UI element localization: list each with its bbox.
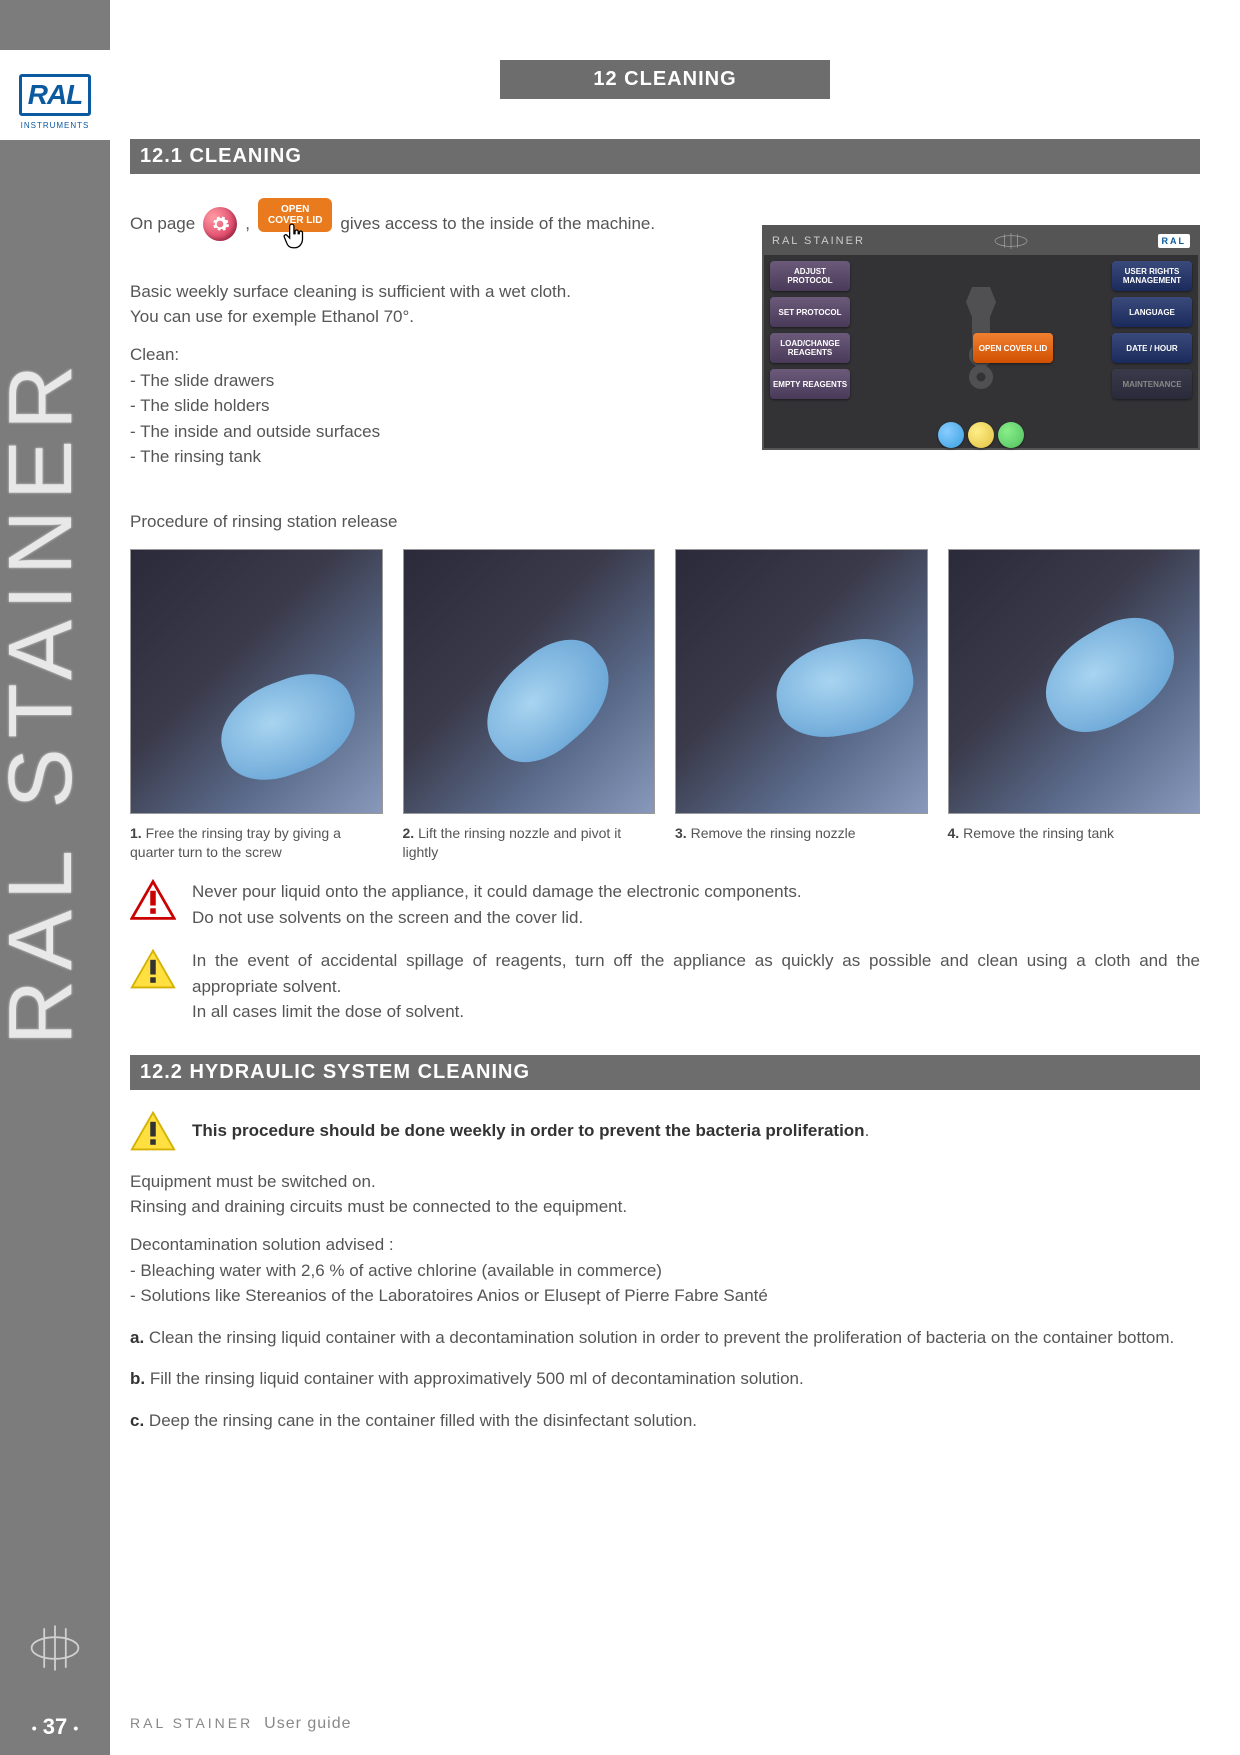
footer-text: RAL STAINER User guide: [130, 1715, 352, 1733]
brand-logo-subtitle: INSTRUMENTS: [21, 121, 90, 130]
chapter-title: 12 CLEANING: [500, 60, 830, 99]
warning-red-icon: [130, 879, 176, 921]
warning-red-row: Never pour liquid onto the appliance, it…: [130, 879, 1200, 930]
ui-load-change-reagents[interactable]: LOAD/CHANGE REAGENTS: [770, 333, 850, 363]
machine-touchscreen-mock: RAL STAINER RAL ADJUST PROTOCOL SET PROT…: [762, 225, 1200, 450]
caption-4: 4. Remove the rinsing tank: [948, 824, 1201, 862]
page-number-badge: • 37 •: [0, 1714, 110, 1740]
ui-date-hour[interactable]: DATE / HOUR: [1112, 333, 1192, 363]
equipment-lines: Equipment must be switched on. Rinsing a…: [130, 1170, 1200, 1219]
circle-icon-3[interactable]: [998, 422, 1024, 448]
warning-yellow-text-1: In the event of accidental spillage of r…: [192, 948, 1200, 999]
intro-suffix: gives access to the inside of the machin…: [340, 212, 655, 237]
vertical-product-title: RAL STAINER: [0, 355, 93, 1045]
weekly-procedure-bold: This procedure should be done weekly in …: [192, 1121, 865, 1140]
open-cover-lid-button[interactable]: OPEN COVER LID: [258, 198, 332, 232]
footer-flag-icon: [28, 1621, 82, 1675]
ui-language[interactable]: LANGUAGE: [1112, 297, 1192, 327]
warning-yellow-text-2: In all cases limit the dose of solvent.: [192, 999, 1200, 1025]
brand-logo-box: RAL INSTRUMENTS: [0, 50, 110, 140]
procedure-photo-3: [675, 549, 928, 814]
step-c: c. Deep the rinsing cane in the containe…: [130, 1408, 1200, 1434]
screenshot-title: RAL STAINER: [772, 235, 865, 247]
circle-icon-2[interactable]: [968, 422, 994, 448]
ui-empty-reagents[interactable]: EMPTY REAGENTS: [770, 369, 850, 399]
procedure-photo-4: [948, 549, 1201, 814]
warning-red-text-1: Never pour liquid onto the appliance, it…: [192, 879, 802, 905]
main-content: 12 CLEANING 12.1 CLEANING On page , OPEN…: [130, 0, 1200, 1755]
brand-logo-text: RAL: [19, 74, 92, 116]
top-bar-flag-icon: [991, 233, 1031, 249]
bottom-nav-circles: [938, 422, 1024, 448]
step-b: b. Fill the rinsing liquid container wit…: [130, 1366, 1200, 1392]
ui-user-rights[interactable]: USER RIGHTS MANAGEMENT: [1112, 261, 1192, 291]
intro-prefix: On page: [130, 212, 195, 237]
ui-maintenance[interactable]: MAINTENANCE: [1112, 369, 1192, 399]
ui-set-protocol[interactable]: SET PROTOCOL: [770, 297, 850, 327]
caption-1: 1. Free the rinsing tray by giving a qua…: [130, 824, 383, 862]
procedure-photo-row: [130, 549, 1200, 814]
warning-red-text-2: Do not use solvents on the screen and th…: [192, 905, 802, 931]
ui-adjust-protocol[interactable]: ADJUST PROTOCOL: [770, 261, 850, 291]
caption-2: 2. Lift the rinsing nozzle and pivot it …: [403, 824, 656, 862]
circle-icon-1[interactable]: [938, 422, 964, 448]
procedure-photo-1: [130, 549, 383, 814]
procedure-heading: Procedure of rinsing station release: [130, 510, 1200, 535]
warning-yellow-icon: [130, 948, 176, 990]
caption-3: 3. Remove the rinsing nozzle: [675, 824, 928, 862]
warning-yellow-icon-2: [130, 1110, 176, 1152]
ui-open-cover-lid[interactable]: OPEN COVER LID: [973, 333, 1053, 363]
gear-icon: [203, 207, 237, 241]
mini-logo: RAL: [1158, 234, 1191, 248]
step-a: a. Clean the rinsing liquid container wi…: [130, 1325, 1200, 1351]
intro-comma: ,: [245, 212, 250, 237]
procedure-photo-2: [403, 549, 656, 814]
warning-yellow-row-1: In the event of accidental spillage of r…: [130, 948, 1200, 1025]
section-12-2-title: 12.2 HYDRAULIC SYSTEM CLEANING: [130, 1055, 1200, 1090]
procedure-captions: 1. Free the rinsing tray by giving a qua…: [130, 824, 1200, 862]
warning-yellow-row-2: This procedure should be done weekly in …: [130, 1110, 1200, 1152]
section-12-1-title: 12.1 CLEANING: [130, 139, 1200, 174]
decon-list: Decontamination solution advised : - Ble…: [130, 1233, 1200, 1309]
hand-pointer-icon: [281, 222, 309, 258]
